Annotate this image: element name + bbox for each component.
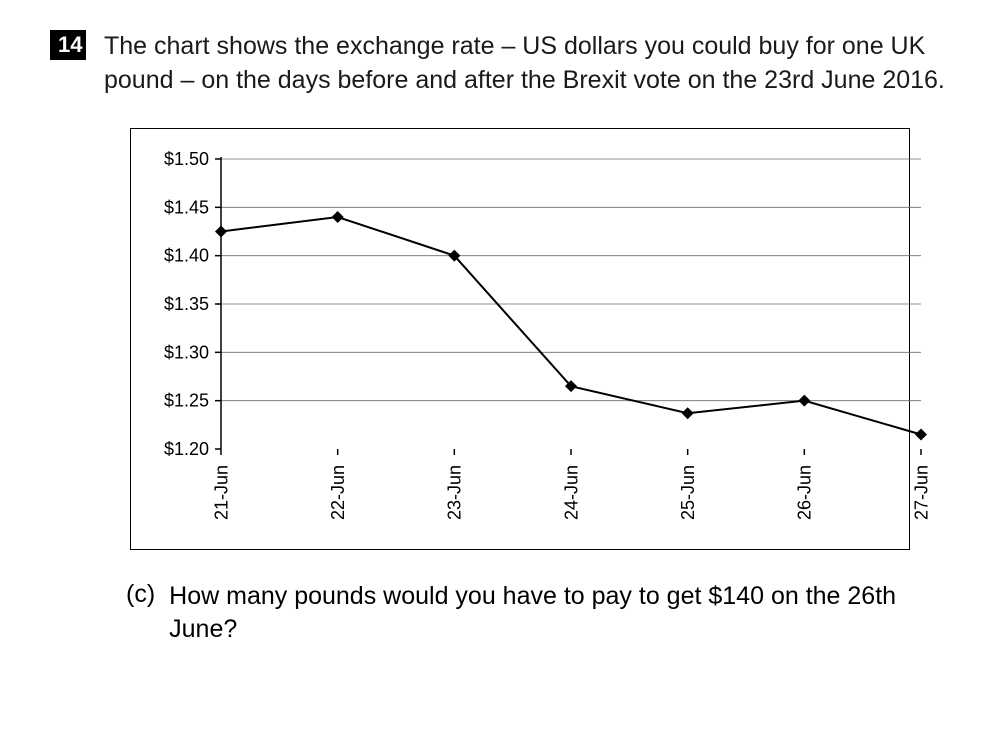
exchange-rate-chart: $1.20 $1.25 $1.30 $1.35 $1.40 $1.45 $1.50 21-Ju… [151,149,931,529]
svg-text:25-Jun: 25-Jun [678,465,698,520]
svg-text:24-Jun: 24-Jun [561,465,581,520]
svg-text:$1.50: $1.50 [164,149,209,169]
svg-text:23-Jun: 23-Jun [445,465,465,520]
svg-text:27-Jun: 27-Jun [911,465,931,520]
chart-container: $1.20 $1.25 $1.30 $1.35 $1.40 $1.45 $1.50 21-Ju… [130,128,910,550]
svg-text:21-Jun: 21-Jun [211,465,231,520]
svg-text:$1.40: $1.40 [164,245,209,265]
svg-text:$1.20: $1.20 [164,439,209,459]
svg-text:22-Jun: 22-Jun [328,465,348,520]
part-label: (c) [126,580,155,648]
svg-text:26-Jun: 26-Jun [795,465,815,520]
part-text: How many pounds would you have to pay to… [169,580,950,648]
svg-text:$1.35: $1.35 [164,294,209,314]
svg-text:$1.45: $1.45 [164,197,209,217]
question-text: The chart shows the exchange rate – US d… [104,30,950,98]
question-header: 14 The chart shows the exchange rate – U… [50,30,950,98]
question-part: (c) How many pounds would you have to pa… [126,580,950,648]
svg-text:$1.30: $1.30 [164,342,209,362]
question-number: 14 [58,32,82,57]
svg-text:$1.25: $1.25 [164,390,209,410]
question-number-badge: 14 [50,30,86,60]
